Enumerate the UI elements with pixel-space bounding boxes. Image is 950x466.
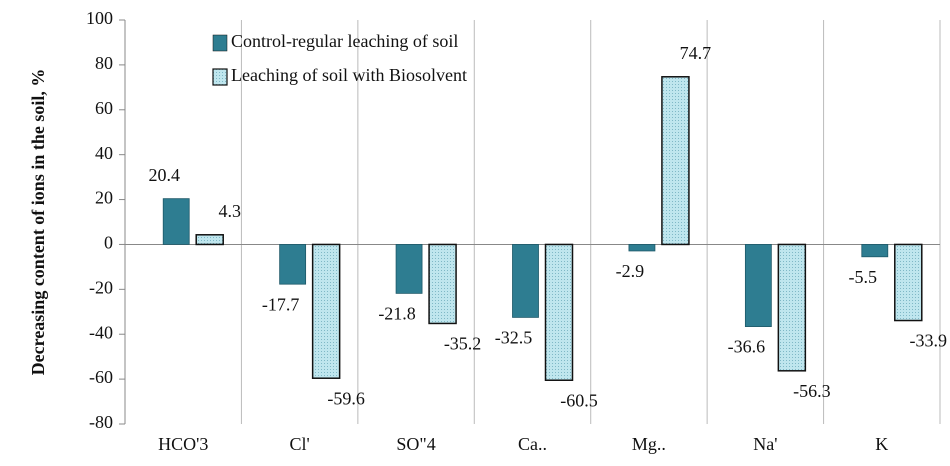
- x-tick-label: HCO'3: [158, 434, 208, 454]
- x-tick-label: Na': [753, 434, 777, 454]
- data-label: -5.5: [849, 267, 878, 287]
- data-label: -33.9: [910, 331, 948, 351]
- y-tick-label: -20: [89, 277, 113, 297]
- data-label: -60.5: [560, 390, 598, 410]
- x-tick-label: SO"4: [396, 434, 435, 454]
- y-tick-label: 0: [104, 233, 113, 253]
- bar: [428, 243, 457, 325]
- bar: [395, 244, 423, 294]
- legend-swatch: [212, 34, 228, 52]
- data-label: 4.3: [218, 201, 241, 221]
- bar: [512, 244, 539, 318]
- data-label: -56.3: [793, 381, 831, 401]
- y-tick-label: 40: [95, 143, 113, 163]
- data-label: -59.6: [327, 388, 365, 408]
- y-tick-label: -60: [89, 367, 113, 387]
- data-label: -32.5: [495, 328, 533, 348]
- x-tick-label: Cl': [290, 434, 310, 454]
- data-label: 74.7: [680, 43, 712, 63]
- data-label: -36.6: [728, 337, 766, 357]
- bar: [195, 234, 224, 246]
- x-tick-label: K: [875, 434, 888, 454]
- y-tick-label: 100: [86, 8, 113, 28]
- y-tick-label: -80: [89, 412, 113, 432]
- bar: [311, 243, 341, 379]
- bar: [861, 244, 889, 258]
- bar: [777, 243, 807, 372]
- bar: [628, 244, 656, 252]
- y-tick-label: -40: [89, 322, 113, 342]
- y-tick-label: 20: [95, 188, 113, 208]
- bar: [661, 76, 690, 246]
- bar: [544, 243, 574, 381]
- data-label: -2.9: [616, 261, 645, 281]
- bar: [894, 243, 923, 322]
- x-tick-label: Ca..: [518, 434, 547, 454]
- bar: [162, 198, 190, 245]
- data-label: -17.7: [262, 294, 300, 314]
- x-tick-label: Mg..: [632, 434, 666, 454]
- y-axis-label: Decreasing content of ions in the soil, …: [28, 69, 48, 376]
- legend-label: Leaching of soil with Biosolvent: [231, 65, 467, 85]
- bar: [279, 244, 307, 285]
- data-label: 20.4: [148, 165, 180, 185]
- legend-swatch: [212, 68, 228, 86]
- y-tick-label: 60: [95, 98, 113, 118]
- y-tick-label: 80: [95, 53, 113, 73]
- bar: [744, 244, 772, 327]
- data-label: -35.2: [444, 334, 482, 354]
- legend-label: Control-regular leaching of soil: [231, 31, 458, 51]
- data-label: -21.8: [378, 303, 416, 323]
